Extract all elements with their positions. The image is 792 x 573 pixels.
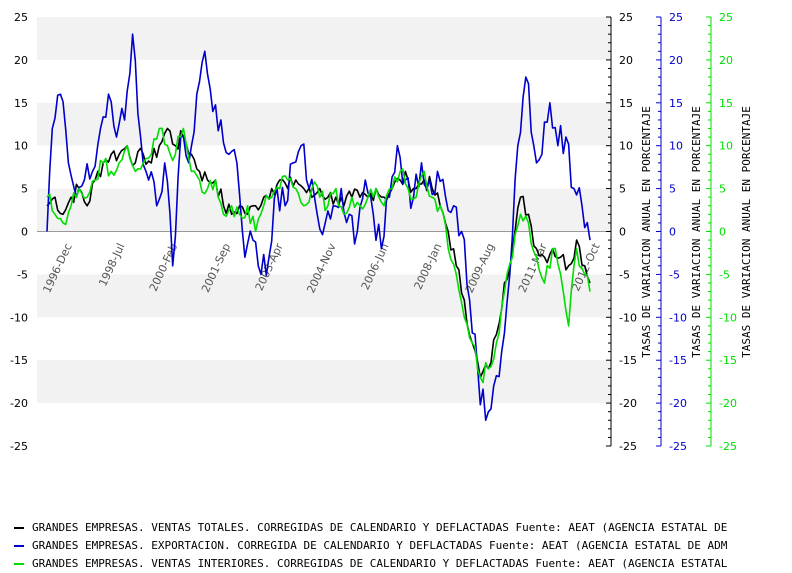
right-axis-black: 25 20 15 10 5 0 -5 -10 -15 -20 -25 <box>606 11 637 453</box>
line-chart: 25 20 15 10 5 0 -5 -10 -15 -20 -25 25 20 15 10 5 0 -5 -10… <box>10 11 753 453</box>
grid-band <box>37 360 610 404</box>
y-tick-label: -15 <box>719 354 737 367</box>
y-tick-label: 20 <box>669 54 683 67</box>
right-axis-title-blue: TASAS DE VARIACION ANUAL EN PORCENTAJE <box>690 106 703 358</box>
y-tick-label: -25 <box>719 440 737 453</box>
y-tick-label: 0 <box>21 226 28 239</box>
y-tick-label: 25 <box>619 11 633 24</box>
grid-band <box>37 145 610 189</box>
y-tick-label: 15 <box>619 97 633 110</box>
grid-band <box>37 102 610 146</box>
legend-swatch-black <box>14 527 24 529</box>
y-tick-label: -25 <box>619 440 637 453</box>
y-tick-label: -20 <box>619 397 637 410</box>
right-y-axes: 25 20 15 10 5 0 -5 -10 -15 -20 -25 25 20 15 10 5 0 -5 -10 -… <box>606 11 737 453</box>
grid-band <box>37 274 610 318</box>
series-line <box>46 127 591 384</box>
y-tick-label: -15 <box>10 354 28 367</box>
y-tick-label: -25 <box>669 440 687 453</box>
legend-label: GRANDES EMPRESAS. EXPORTACION. CORREGIDA… <box>32 539 728 552</box>
y-tick-label: -25 <box>10 440 28 453</box>
y-tick-label: -10 <box>669 311 687 324</box>
y-tick-label: -15 <box>669 354 687 367</box>
y-tick-label: 15 <box>719 97 733 110</box>
right-axis-title-green: TASAS DE VARIACION ANUAL EN PORCENTAJE <box>740 106 753 358</box>
y-tick-label: -20 <box>719 397 737 410</box>
legend-swatch-green <box>14 563 24 565</box>
y-tick-label: 10 <box>14 140 28 153</box>
y-tick-label: 5 <box>619 183 626 196</box>
y-tick-label: 15 <box>669 97 683 110</box>
y-tick-label: -5 <box>619 268 630 281</box>
y-tick-label: 10 <box>619 140 633 153</box>
y-tick-label: 5 <box>21 183 28 196</box>
y-tick-label: -15 <box>619 354 637 367</box>
legend-swatch-blue <box>14 545 24 547</box>
y-tick-label: 5 <box>669 183 676 196</box>
right-axis-green: 25 20 15 10 5 0 -5 -10 -15 -20 -25 <box>706 11 737 453</box>
y-tick-label: 15 <box>14 97 28 110</box>
grid-band <box>37 59 610 103</box>
y-tick-label: 0 <box>719 226 726 239</box>
legend-label: GRANDES EMPRESAS. VENTAS TOTALES. CORREG… <box>32 521 728 534</box>
y-tick-label: 0 <box>669 226 676 239</box>
series-line <box>46 33 591 422</box>
y-tick-label: 10 <box>719 140 733 153</box>
legend: GRANDES EMPRESAS. VENTAS TOTALES. CORREG… <box>14 519 792 573</box>
grid-bands <box>37 17 610 446</box>
y-tick-label: -10 <box>619 311 637 324</box>
legend-label: GRANDES EMPRESAS. VENTAS INTERIORES. COR… <box>32 557 728 570</box>
series-lines <box>46 33 591 422</box>
y-tick-label: 5 <box>719 183 726 196</box>
y-tick-label: -5 <box>719 268 730 281</box>
y-tick-label: -5 <box>17 268 28 281</box>
legend-item-exportacion: GRANDES EMPRESAS. EXPORTACION. CORREGIDA… <box>14 537 792 555</box>
left-y-axis: 25 20 15 10 5 0 -5 -10 -15 -20 -25 <box>10 11 28 453</box>
y-tick-label: 25 <box>719 11 733 24</box>
y-tick-label: -20 <box>10 397 28 410</box>
legend-item-ventas-totales: GRANDES EMPRESAS. VENTAS TOTALES. CORREG… <box>14 519 792 537</box>
y-tick-label: 20 <box>14 54 28 67</box>
grid-band <box>37 317 610 361</box>
y-tick-label: 0 <box>619 226 626 239</box>
y-tick-label: 20 <box>719 54 733 67</box>
y-tick-label: -5 <box>669 268 680 281</box>
y-tick-label: -20 <box>669 397 687 410</box>
y-tick-label: 20 <box>619 54 633 67</box>
grid-band <box>37 403 610 446</box>
grid-band <box>37 17 610 60</box>
legend-item-ventas-interiores: GRANDES EMPRESAS. VENTAS INTERIORES. COR… <box>14 555 792 573</box>
y-tick-label: -10 <box>719 311 737 324</box>
y-tick-label: 10 <box>669 140 683 153</box>
right-axis-title-black: TASAS DE VARIACION ANUAL EN PORCENTAJE <box>640 106 653 358</box>
y-tick-label: -10 <box>10 311 28 324</box>
y-tick-label: 25 <box>669 11 683 24</box>
right-axis-blue: 25 20 15 10 5 0 -5 -10 -15 -20 -25 <box>656 11 687 453</box>
y-tick-label: 25 <box>14 11 28 24</box>
